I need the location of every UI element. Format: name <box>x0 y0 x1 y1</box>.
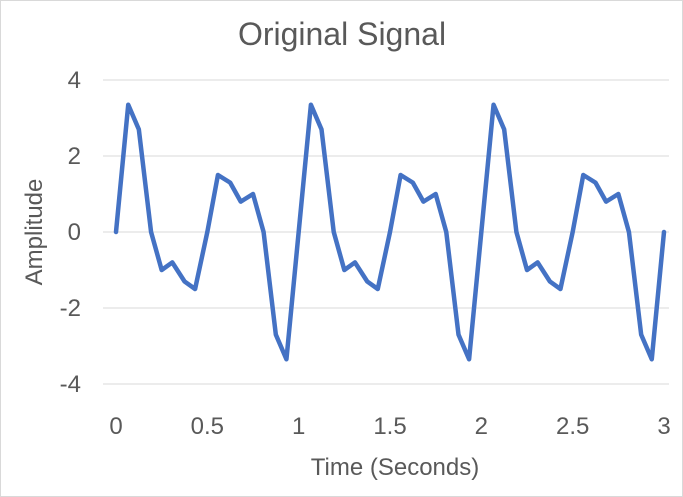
y-tick-label: -2 <box>60 295 81 322</box>
series-line-0 <box>113 102 667 362</box>
x-tick-label: 1 <box>292 413 305 440</box>
y-tick-label: -4 <box>60 371 81 398</box>
y-axis-title: Amplitude <box>21 179 48 286</box>
y-tick-label: 4 <box>68 67 81 94</box>
x-tick-label: 0 <box>109 413 122 440</box>
x-tick-label: 0.5 <box>191 413 224 440</box>
x-tick-label: 1.5 <box>373 413 406 440</box>
x-tick-label: 2.5 <box>556 413 589 440</box>
x-tick-label: 2 <box>475 413 488 440</box>
series-layer <box>113 102 667 362</box>
chart-title: Original Signal <box>238 16 446 52</box>
y-axis-ticks: 4 2 0 -2 -4 <box>60 67 81 398</box>
x-tick-label: 3 <box>657 413 670 440</box>
x-axis-ticks: 0 0.5 1 1.5 2 2.5 3 <box>109 413 670 440</box>
y-tick-label: 2 <box>68 143 81 170</box>
grid-lines <box>103 79 669 385</box>
y-tick-label: 0 <box>68 219 81 246</box>
x-axis-title: Time (Seconds) <box>311 454 480 481</box>
